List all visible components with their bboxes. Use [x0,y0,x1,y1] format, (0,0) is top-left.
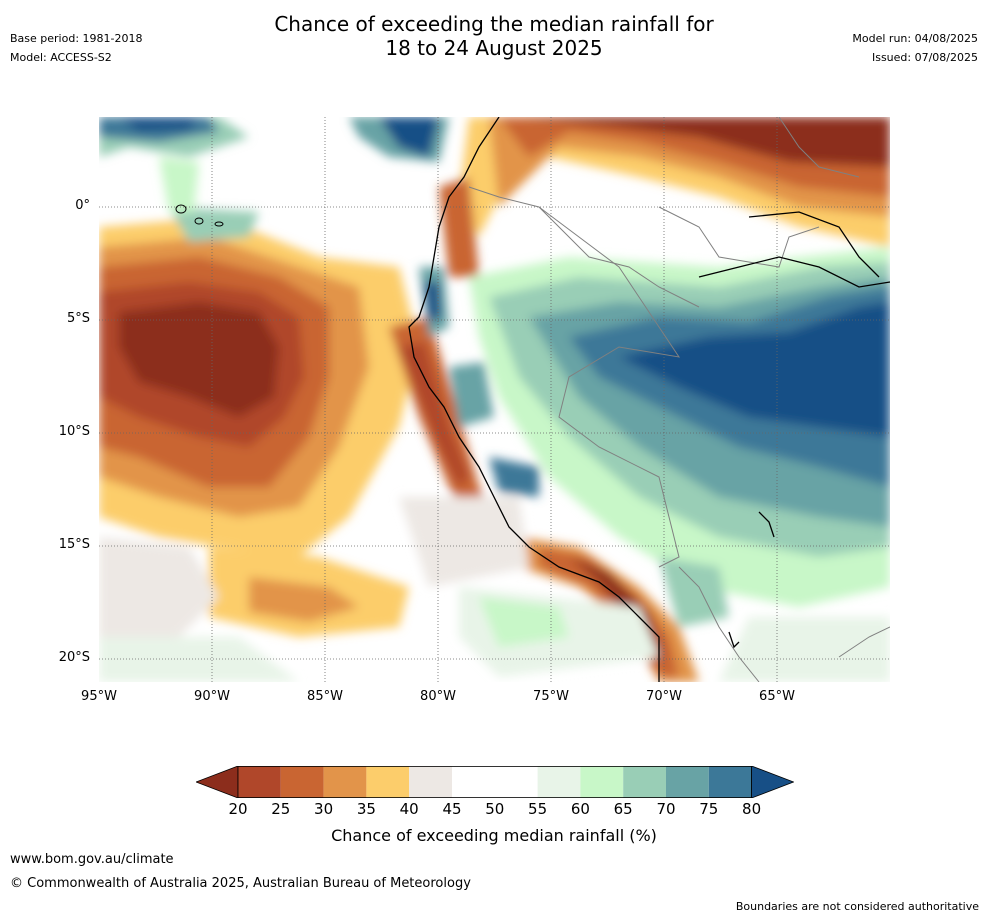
x-tick-80w: 80°W [420,689,456,704]
base-period-text: Base period: 1981-2018 [10,32,143,45]
colorbar-tick-label: 75 [699,800,719,818]
colorbar-segment [409,766,452,798]
title-line-2: 18 to 24 August 2025 [385,36,603,60]
probability-field [99,117,890,682]
colorbar-segment [666,766,709,798]
x-tick-70w: 70°W [646,689,682,704]
colorbar [196,766,794,798]
colorbar-tick-label: 25 [271,800,291,818]
coastline [408,117,890,682]
colorbar-tick-label: 65 [613,800,633,818]
colorbar-segment [323,766,367,798]
colorbar-tick-label: 80 [742,800,762,818]
y-tick-15s: 15°S [58,537,90,552]
galapagos-islands [175,204,224,227]
colorbar-segment [537,766,581,798]
model-text: Model: ACCESS-S2 [10,51,112,64]
colorbar-segment [623,766,666,798]
country-borders [468,117,890,682]
title-line-1: Chance of exceeding the median rainfall … [274,12,714,36]
colorbar-segment [708,766,752,798]
x-tick-90w: 90°W [194,689,230,704]
copyright-text: © Commonwealth of Australia 2025, Austra… [10,876,471,891]
colorbar-tick-label: 60 [570,800,590,818]
colorbar-tick-label: 20 [228,800,248,818]
colorbar-tick-label: 45 [442,800,462,818]
colorbar-tick-label: 35 [356,800,376,818]
colorbar-tick-label: 30 [314,800,334,818]
website-text: www.bom.gov.au/climate [10,852,174,867]
x-tick-95w: 95°W [81,689,117,704]
colorbar-segment [280,766,324,798]
y-tick-20s: 20°S [58,650,90,665]
colorbar-segment [580,766,624,798]
y-tick-10s: 10°S [58,424,90,439]
colorbar-tick-label: 55 [528,800,548,818]
x-tick-75w: 75°W [533,689,569,704]
colorbar-segment [238,766,281,798]
colorbar-tick-label: 50 [485,800,505,818]
colorbar-outline [237,766,752,798]
x-tick-65w: 65°W [759,689,795,704]
colorbar-tick-label: 70 [656,800,676,818]
rainfall-probability-map [99,117,890,682]
colorbar-segment [494,766,538,798]
issued-text: Issued: 07/08/2025 [871,51,978,64]
y-tick-5s: 5°S [66,311,90,326]
disclaimer-text: Boundaries are not considered authoritat… [735,900,979,913]
colorbar-arrow-high [751,766,794,798]
colorbar-label: Chance of exceeding median rainfall (%) [331,826,657,845]
colorbar-tick-label: 40 [399,800,419,818]
x-tick-85w: 85°W [307,689,343,704]
colorbar-arrow-low [196,766,239,798]
map-title: Chance of exceeding the median rainfall … [0,12,988,60]
y-tick-0: 0° [75,198,90,213]
model-run-text: Model run: 04/08/2025 [852,32,978,45]
colorbar-segment [366,766,410,798]
colorbar-segment [452,766,495,798]
